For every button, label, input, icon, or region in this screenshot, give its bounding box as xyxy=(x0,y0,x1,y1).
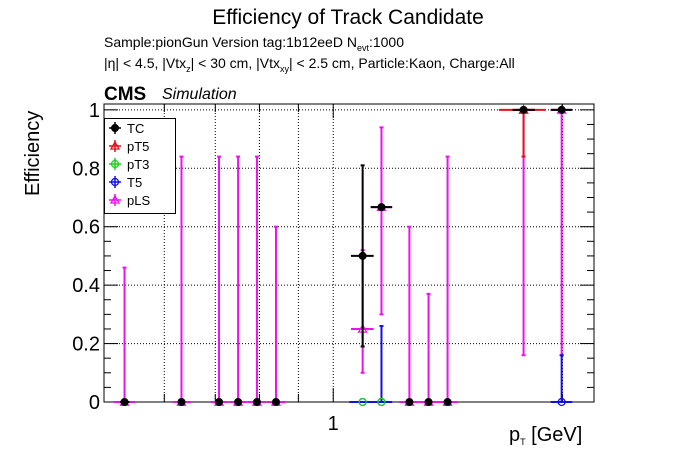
y-tick-label: 0.8 xyxy=(72,158,100,180)
x-axis-label-unit: [GeV] xyxy=(525,424,583,446)
legend-label: pT3 xyxy=(127,157,150,172)
tc-point xyxy=(120,398,129,406)
tc-point xyxy=(377,203,386,212)
t5-point xyxy=(557,397,566,407)
tc-point xyxy=(358,251,367,260)
tc-point xyxy=(424,398,433,406)
cuts-part-a: |η| < 4.5, |Vtx xyxy=(104,55,187,71)
tc-point xyxy=(405,398,414,406)
x-axis-label-main: p xyxy=(509,424,521,446)
legend-entry-pt3: pT3 xyxy=(105,156,175,174)
x-tick-label: 1 xyxy=(328,413,339,435)
legend-marker-icon xyxy=(109,158,121,170)
tc-point xyxy=(252,398,261,406)
y-tick-label: 0.2 xyxy=(72,334,100,356)
sample-info-sub: evt xyxy=(356,43,369,53)
cuts-sub-a: z xyxy=(186,64,191,74)
y-tick-label: 0.6 xyxy=(72,217,100,239)
tc-point xyxy=(519,105,528,114)
pt3-point xyxy=(358,397,367,407)
legend-label: pT5 xyxy=(127,139,150,154)
cms-label: CMS xyxy=(104,84,147,105)
legend: TC pT5 pT3 T5 pLS xyxy=(104,118,176,214)
y-tick-label: 0 xyxy=(89,392,100,414)
sample-info-suffix: :1000 xyxy=(368,34,405,50)
pt3-point xyxy=(377,397,386,407)
chart-title: Efficiency of Track Candidate xyxy=(212,6,484,29)
simulation-label: Simulation xyxy=(162,86,237,103)
legend-entry-pt5: pT5 xyxy=(105,138,175,156)
x-axis-label-sub: T xyxy=(520,437,526,447)
cuts-sub-b: xy xyxy=(279,64,289,74)
legend-marker-icon xyxy=(109,176,121,188)
tc-point xyxy=(215,398,224,406)
plot-frame xyxy=(103,103,595,403)
cuts-info-line: |η| < 4.5, |Vtxz| < 30 cm, |Vtxxy| < 2.5… xyxy=(104,55,515,74)
legend-label: T5 xyxy=(127,175,143,190)
sample-info-line: Sample:pionGun Version tag:1b12eeD Nevt:… xyxy=(104,34,404,53)
tc-point xyxy=(177,398,186,406)
legend-marker-icon xyxy=(109,140,121,152)
cuts-part-c: | < 2.5 cm, Particle:Kaon, Charge:All xyxy=(288,55,515,71)
legend-label: TC xyxy=(127,121,145,136)
y-axis-label: Efficiency xyxy=(22,110,44,196)
legend-entry-tc: TC xyxy=(105,120,175,138)
legend-label: pLS xyxy=(127,193,151,208)
legend-marker-icon xyxy=(109,194,121,206)
legend-marker-icon xyxy=(109,122,121,134)
x-axis-label: pT [GeV] xyxy=(509,424,582,447)
tc-point xyxy=(271,398,280,406)
legend-entry-t5: T5 xyxy=(105,174,175,192)
tc-point xyxy=(443,398,452,406)
legend-entry-pls: pLS xyxy=(105,192,175,210)
y-tick-label: 1 xyxy=(89,100,100,122)
cuts-part-b: | < 30 cm, |Vtx xyxy=(190,55,280,71)
y-tick-label: 0.4 xyxy=(72,275,100,297)
sample-info-prefix: Sample:pionGun Version tag:1b12eeD N xyxy=(104,34,357,50)
tc-point xyxy=(557,105,566,114)
tc-point xyxy=(234,398,243,406)
